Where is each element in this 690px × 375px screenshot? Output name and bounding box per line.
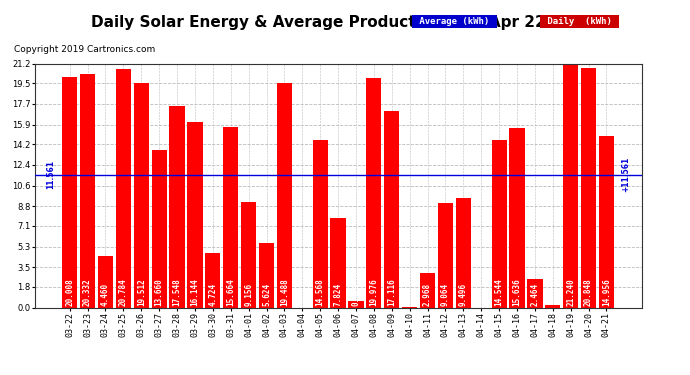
Bar xyxy=(527,279,542,308)
Bar xyxy=(491,140,506,308)
Text: 20.848: 20.848 xyxy=(584,279,593,306)
Text: 14.568: 14.568 xyxy=(316,279,325,306)
Text: 2.968: 2.968 xyxy=(423,283,432,306)
Bar xyxy=(366,78,382,308)
Bar xyxy=(420,273,435,308)
Bar xyxy=(223,128,238,308)
Text: Average (kWh): Average (kWh) xyxy=(414,17,495,26)
Bar xyxy=(438,203,453,308)
Text: 20.784: 20.784 xyxy=(119,279,128,306)
Text: 17.548: 17.548 xyxy=(172,279,181,306)
Bar xyxy=(599,135,614,308)
Bar xyxy=(456,198,471,308)
Text: 16.144: 16.144 xyxy=(190,279,199,306)
Bar xyxy=(134,83,149,308)
Text: 21.240: 21.240 xyxy=(566,279,575,306)
Text: 0.524: 0.524 xyxy=(351,283,360,306)
Text: Daily Solar Energy & Average Production Mon Apr 22 19:37: Daily Solar Energy & Average Production … xyxy=(90,15,600,30)
Text: 2.464: 2.464 xyxy=(531,283,540,306)
Text: 9.496: 9.496 xyxy=(459,283,468,306)
Text: 19.976: 19.976 xyxy=(369,279,378,306)
Text: Copyright 2019 Cartronics.com: Copyright 2019 Cartronics.com xyxy=(14,45,155,54)
Text: 4.460: 4.460 xyxy=(101,283,110,306)
Text: 17.116: 17.116 xyxy=(387,279,396,306)
Bar xyxy=(545,305,560,308)
Bar xyxy=(581,68,596,308)
Text: 15.664: 15.664 xyxy=(226,279,235,306)
Bar xyxy=(384,111,400,308)
Bar xyxy=(152,150,167,308)
Text: +11.561: +11.561 xyxy=(621,157,630,192)
Bar xyxy=(402,307,417,308)
Bar xyxy=(313,140,328,308)
Text: 7.824: 7.824 xyxy=(333,283,343,306)
Bar xyxy=(241,202,256,308)
Text: 20.332: 20.332 xyxy=(83,279,92,306)
Bar xyxy=(188,122,203,308)
Text: 9.156: 9.156 xyxy=(244,283,253,306)
Bar xyxy=(259,243,274,308)
Bar xyxy=(277,83,292,308)
Text: 15.636: 15.636 xyxy=(513,279,522,306)
Bar xyxy=(98,256,113,307)
Bar xyxy=(116,69,131,308)
Text: Daily  (kWh): Daily (kWh) xyxy=(542,17,617,26)
Bar xyxy=(509,128,524,308)
Bar xyxy=(170,106,185,308)
Bar xyxy=(348,302,364,307)
Text: 11.561: 11.561 xyxy=(46,160,55,189)
Text: 13.660: 13.660 xyxy=(155,279,164,306)
Text: 14.956: 14.956 xyxy=(602,279,611,306)
Text: 19.488: 19.488 xyxy=(280,279,289,306)
Bar xyxy=(563,63,578,308)
Bar xyxy=(205,253,220,308)
Text: 20.008: 20.008 xyxy=(65,279,75,306)
Bar xyxy=(62,78,77,308)
Text: 19.512: 19.512 xyxy=(137,279,146,306)
Bar xyxy=(80,74,95,308)
Text: 4.724: 4.724 xyxy=(208,283,217,306)
Text: 14.544: 14.544 xyxy=(495,279,504,306)
Text: 9.064: 9.064 xyxy=(441,283,450,306)
Text: 5.624: 5.624 xyxy=(262,283,271,306)
Bar xyxy=(331,217,346,308)
